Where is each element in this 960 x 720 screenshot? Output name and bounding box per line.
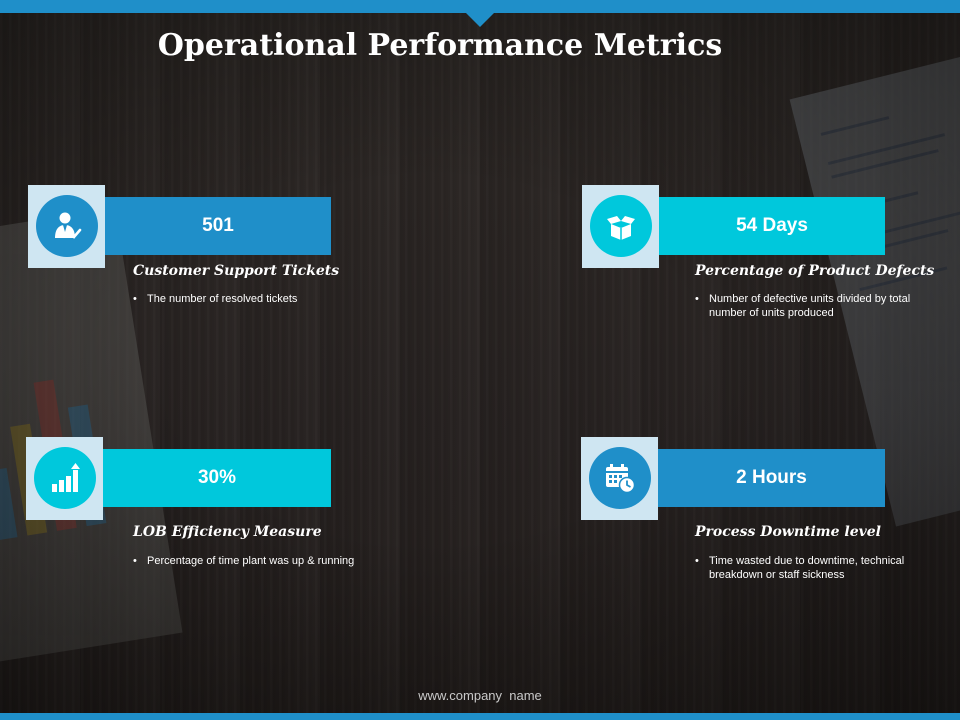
top-accent-bar (0, 0, 960, 13)
calendar-clock-icon (606, 464, 636, 494)
metric-value: 501 (202, 215, 234, 236)
metric-description: • Number of defective units divided by to… (695, 293, 911, 319)
metric-description: • The number of resolved tickets (133, 293, 298, 305)
metric-title: LOB Efficiency Measure (133, 524, 322, 540)
metric-value: 54 Days (736, 215, 808, 236)
icon-box (581, 437, 658, 520)
metric-value-bar: 2 Hours (658, 449, 885, 507)
support-agent-icon (55, 212, 82, 239)
metric-value: 2 Hours (736, 467, 807, 488)
metric-title: Process Downtime level (695, 524, 881, 540)
metric-description: • Time wasted due to downtime, technical … (695, 555, 905, 581)
footer-url: www.company name (418, 688, 542, 703)
metric-value-bar: 54 Days (659, 197, 885, 255)
page-title: Operational Performance Metrics (157, 28, 723, 63)
metric-value-bar: 30% (103, 449, 331, 507)
open-box-icon (607, 216, 635, 240)
top-notch (466, 13, 494, 27)
metric-title: Percentage of Product Defects (695, 263, 935, 279)
growth-chart-icon (52, 463, 80, 492)
bottom-accent-bar (0, 713, 960, 720)
metric-description: • Percentage of time plant was up & runni… (133, 555, 355, 567)
metric-value-bar: 501 (105, 197, 331, 255)
metric-title: Customer Support Tickets (133, 263, 340, 279)
icon-box (582, 185, 659, 268)
icon-box (26, 437, 103, 520)
metric-value: 30% (197, 467, 237, 488)
icon-box (28, 185, 105, 268)
